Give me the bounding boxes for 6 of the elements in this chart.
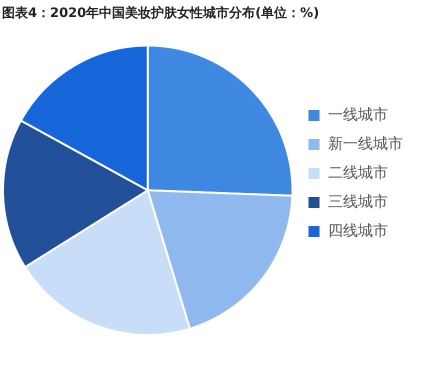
legend-label: 新一线城市 [328, 134, 403, 152]
chart-title: 图表4：2020年中国美妆护肤女性城市分布(单位：%) [2, 5, 320, 22]
legend-label: 一线城市 [328, 105, 388, 124]
legend-label: 二线城市 [328, 163, 388, 182]
legend-label: 四线城市 [328, 221, 388, 240]
legend-label: 三线城市 [328, 192, 388, 210]
